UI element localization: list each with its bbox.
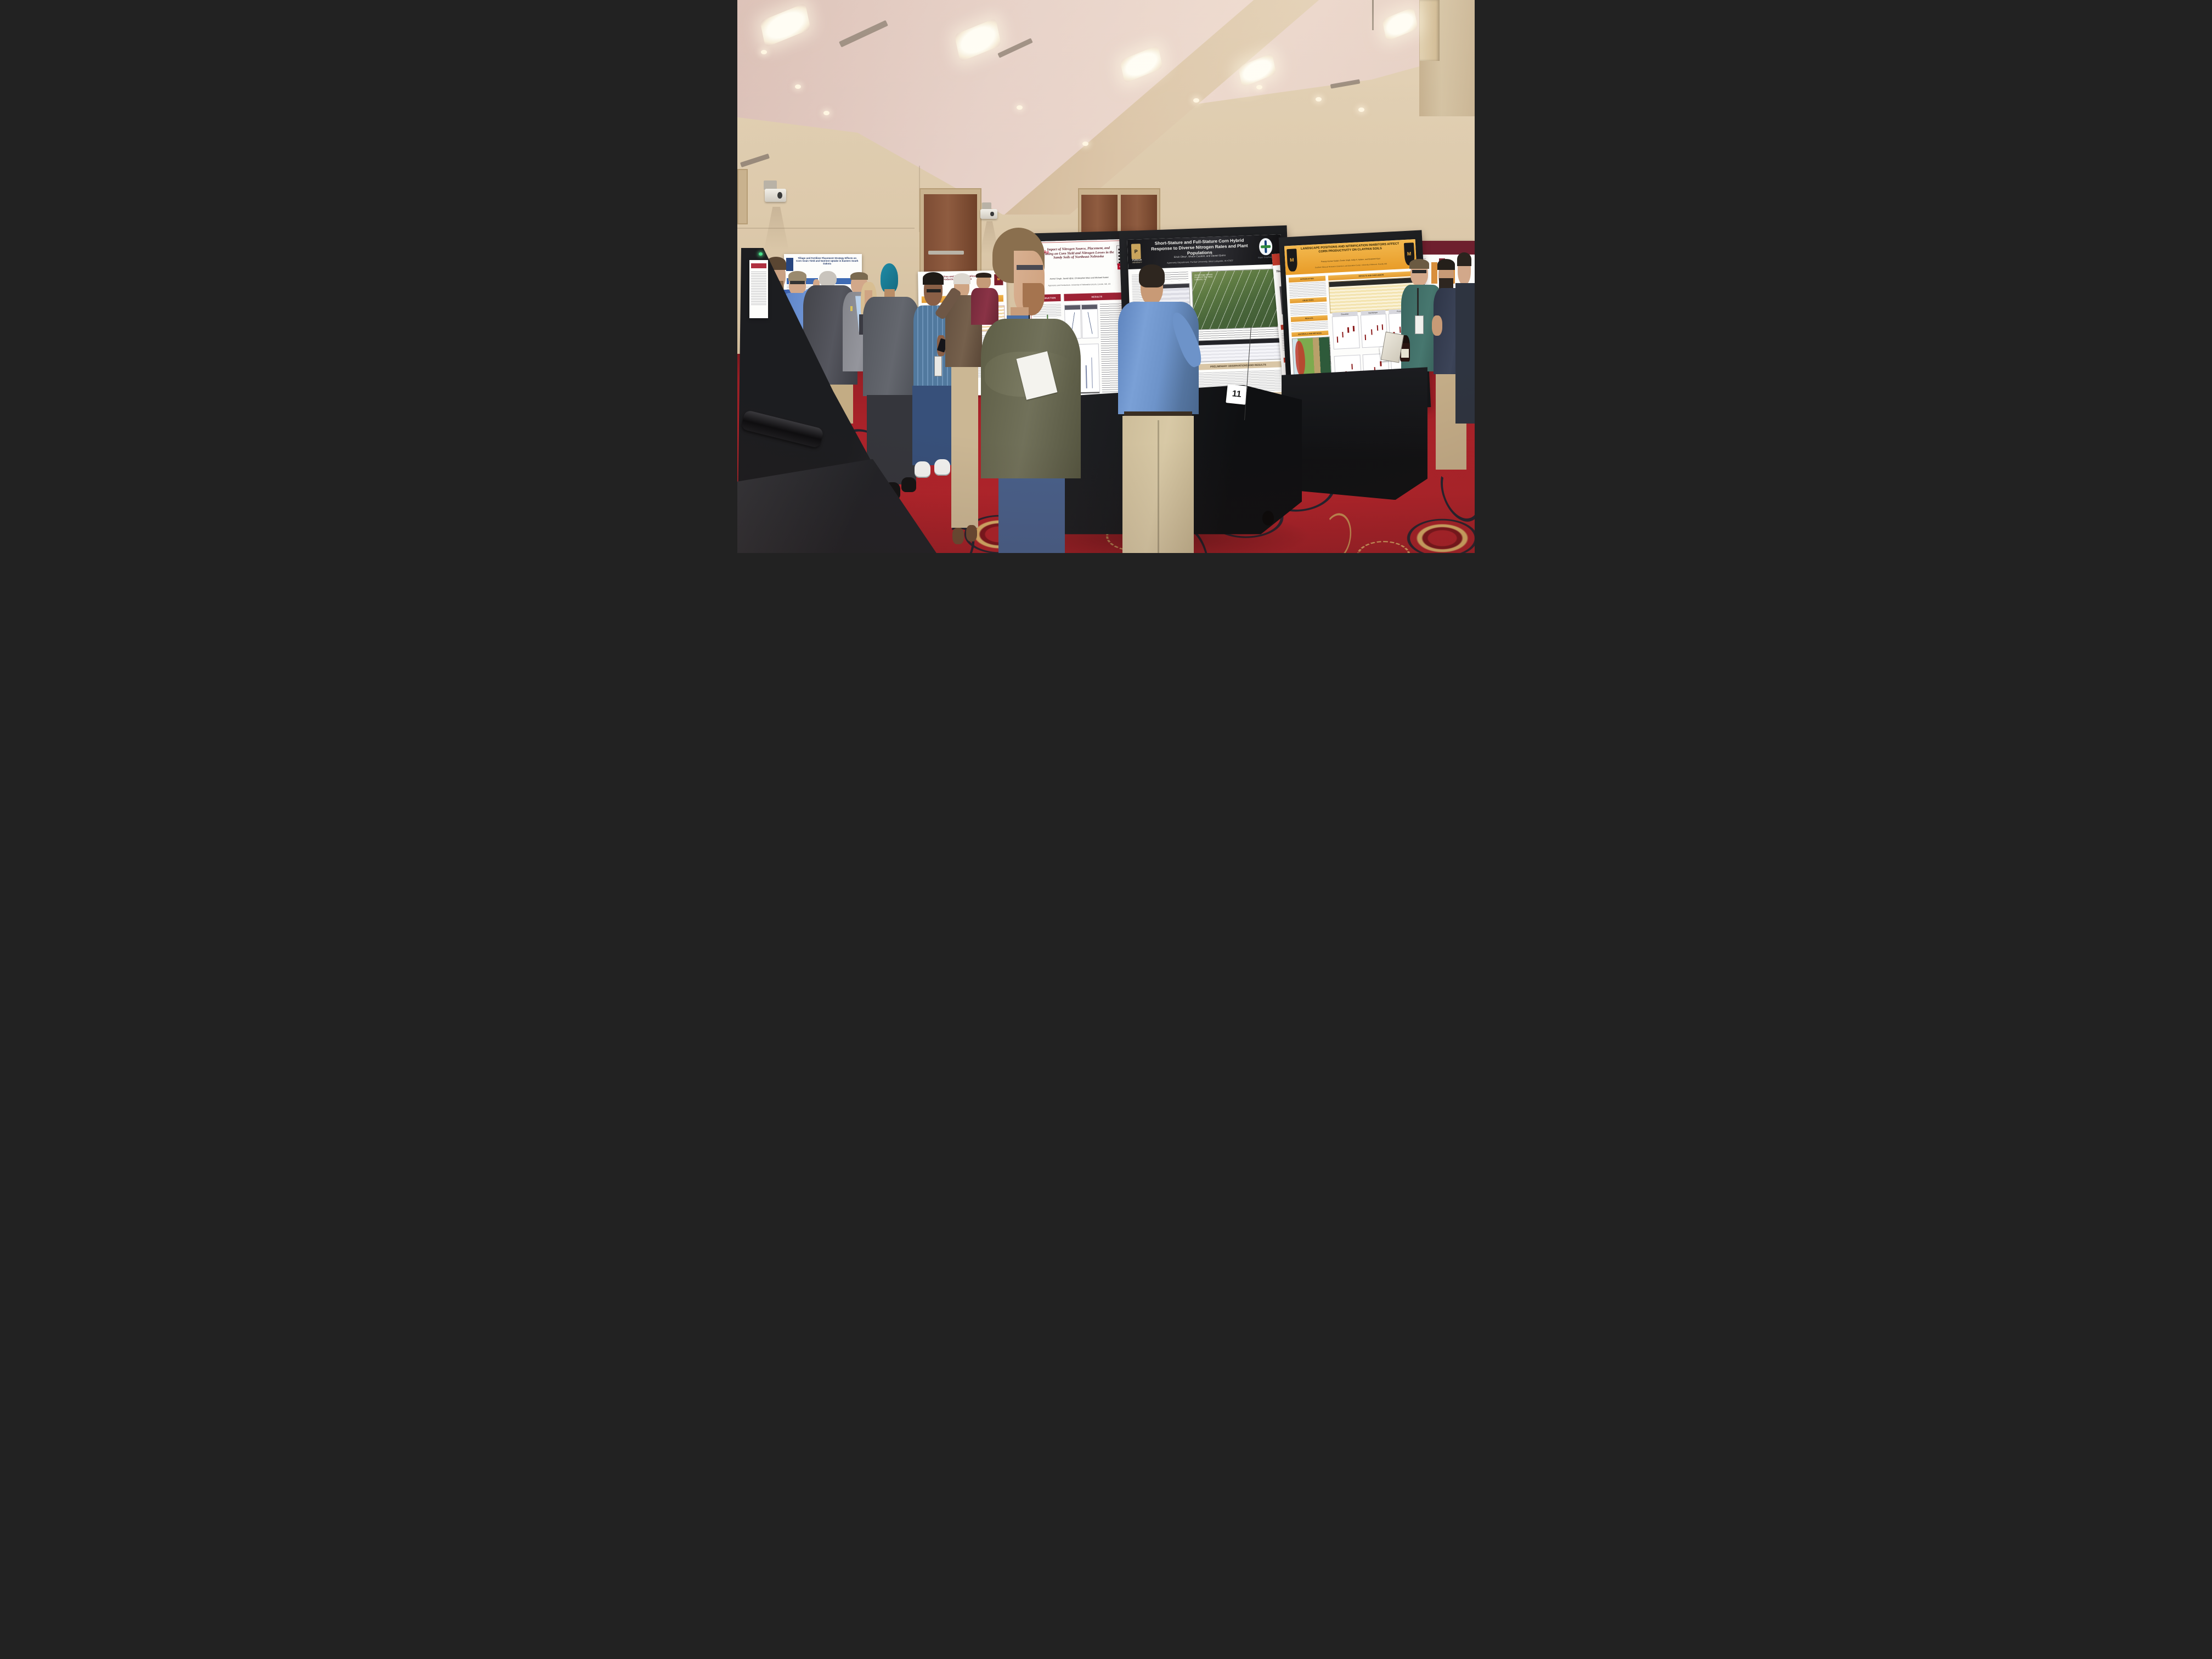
chart-shoulder: Shoulder xyxy=(1331,311,1360,349)
person-dark-polo xyxy=(1455,252,1475,424)
recessed-light xyxy=(823,110,830,115)
bayer-logo xyxy=(1259,238,1273,256)
board-number-11: 11 xyxy=(1226,383,1248,405)
door-pushbar xyxy=(928,251,964,255)
purdue-logo: P xyxy=(1131,244,1141,259)
recessed-light xyxy=(1315,97,1322,102)
olive-man-jeans xyxy=(998,478,1065,553)
sdsu-poster-title: Tillage and Fertilizer Placement Strateg… xyxy=(796,256,859,265)
belt xyxy=(1124,411,1193,417)
missouri-section: RESULTS xyxy=(1290,315,1328,322)
wall-seam xyxy=(737,228,915,229)
poster-session-photo: Tillage and Fertilizer Placement Strateg… xyxy=(737,0,1475,553)
person-maroon-shirt xyxy=(971,272,998,325)
aerial-field-photo: Aerial image of Field Research Site, Wes… xyxy=(1191,268,1282,331)
recessed-light xyxy=(1358,107,1364,112)
person-blue-shirt-back xyxy=(1118,264,1205,553)
airwall-track xyxy=(1372,0,1374,31)
wall-projector xyxy=(761,180,788,208)
left-partial-poster xyxy=(749,259,769,318)
recessed-light xyxy=(1193,98,1199,103)
right-table xyxy=(1281,367,1427,500)
stand-led xyxy=(758,252,763,256)
person-turban xyxy=(862,263,924,512)
column xyxy=(1419,0,1440,61)
khaki-pants xyxy=(1122,416,1194,553)
mu-logo: M xyxy=(1286,248,1297,272)
ceiling-vent xyxy=(740,154,770,168)
missouri-section: INTRODUCTION xyxy=(1288,275,1325,283)
missouri-section: MATERIALS AND METHODS xyxy=(1291,330,1329,337)
recessed-light xyxy=(1082,142,1088,146)
wall-projector xyxy=(978,202,999,222)
missouri-section: OBJECTIVES xyxy=(1289,297,1327,303)
projector-shadow xyxy=(764,206,789,251)
purdue-section: PRELIMINARY OBSERVATIONS AND RESULTS xyxy=(1194,361,1283,371)
recessed-light xyxy=(1256,85,1263,90)
field-map-figure xyxy=(1291,336,1332,379)
left-door-frame xyxy=(737,169,748,225)
wall-seam xyxy=(918,166,920,233)
recessed-light xyxy=(794,84,801,89)
table-caster xyxy=(1262,511,1274,526)
recessed-light xyxy=(1017,105,1023,110)
person-olive-vest xyxy=(980,228,1081,553)
recessed-light xyxy=(761,49,767,54)
